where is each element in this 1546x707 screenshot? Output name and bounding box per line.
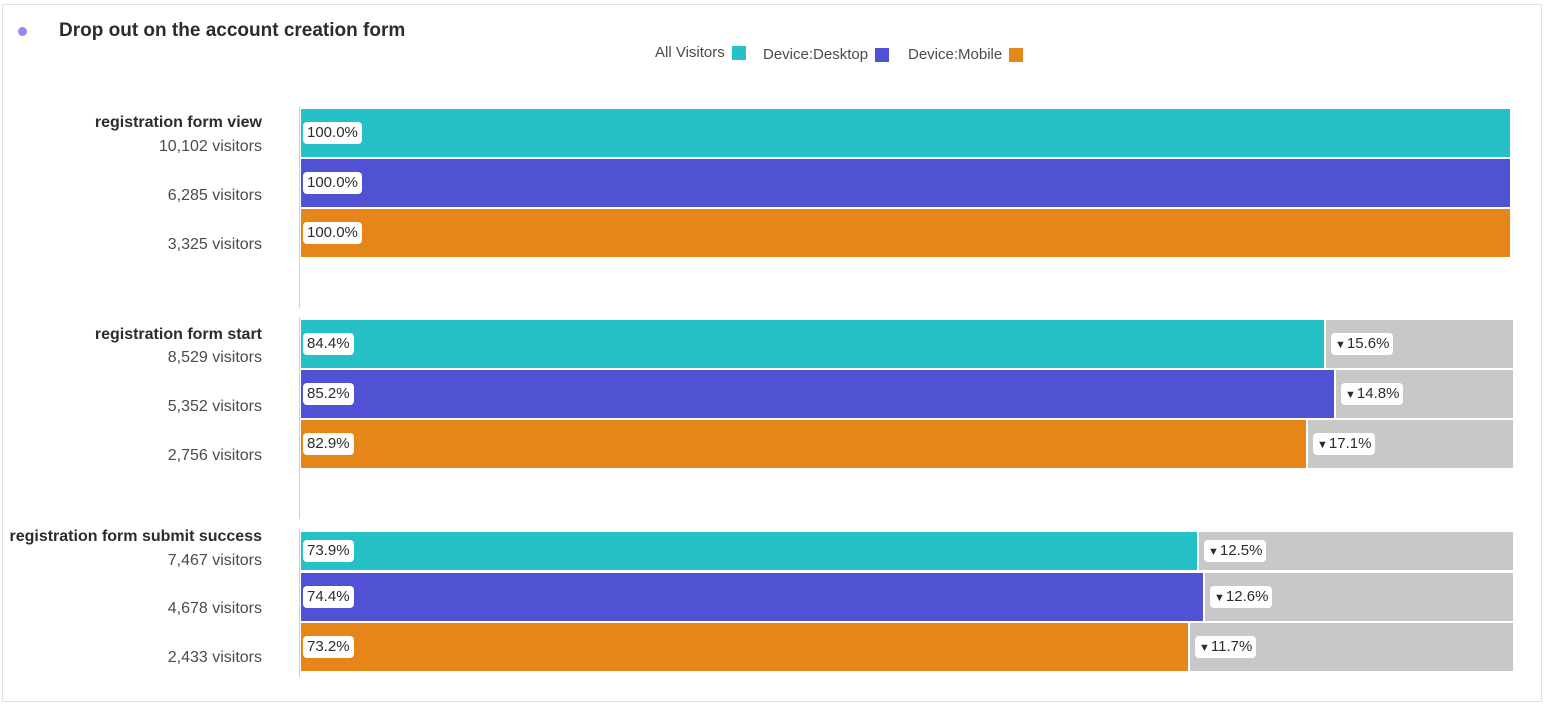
- visitor-count: 2,756 visitors: [167, 447, 262, 464]
- drop-off-label: ▼14.8%: [1341, 383, 1404, 405]
- legend-swatch: [731, 45, 746, 60]
- bar-value-label: 73.2%: [303, 636, 354, 658]
- legend-item[interactable]: Device:Desktop: [763, 46, 890, 63]
- bar-value-label: 100.0%: [303, 222, 362, 244]
- legend: All Visitors Device:Desktop Device:Mobile: [0, 44, 1546, 68]
- bar-value-label: 100.0%: [303, 122, 362, 144]
- down-triangle-icon: ▼: [1335, 339, 1346, 351]
- step-label: registration form view: [94, 114, 262, 131]
- drop-off-label: ▼11.7%: [1195, 636, 1257, 658]
- funnel-bar[interactable]: [301, 420, 1306, 468]
- funnel-bar[interactable]: [301, 623, 1188, 671]
- visitor-count: 5,352 visitors: [167, 398, 262, 415]
- drop-off-value: 14.8%: [1356, 385, 1400, 402]
- drop-off-value: 17.1%: [1328, 435, 1372, 452]
- visitor-count: 7,467 visitors: [167, 552, 262, 569]
- drop-off-label: ▼12.6%: [1210, 586, 1273, 608]
- drop-off-label: ▼12.5%: [1204, 540, 1267, 562]
- legend-swatch: [1009, 47, 1024, 62]
- chart-title: Drop out on the account creation form: [59, 20, 406, 41]
- legend-label: Device:Desktop: [763, 46, 869, 63]
- funnel-bar[interactable]: [301, 159, 1510, 207]
- bar-value-label: 82.9%: [303, 433, 354, 455]
- bar-value-label: 73.9%: [303, 540, 354, 562]
- title-dot-icon: [18, 27, 27, 36]
- visitor-count: 4,678 visitors: [167, 600, 262, 617]
- legend-item[interactable]: Device:Mobile: [908, 46, 1024, 63]
- funnel-bar[interactable]: [301, 532, 1197, 570]
- visitor-count: 6,285 visitors: [167, 187, 262, 204]
- legend-item[interactable]: All Visitors: [655, 44, 746, 61]
- down-triangle-icon: ▼: [1199, 642, 1210, 654]
- down-triangle-icon: ▼: [1345, 389, 1356, 401]
- funnel-bar[interactable]: [301, 573, 1203, 621]
- drop-off-value: 11.7%: [1210, 638, 1253, 655]
- funnel-bar[interactable]: [301, 320, 1324, 368]
- drop-off-label: ▼15.6%: [1331, 333, 1394, 355]
- legend-label: All Visitors: [655, 44, 725, 61]
- funnel-bar[interactable]: [301, 109, 1510, 157]
- funnel-bar[interactable]: [301, 209, 1510, 257]
- funnel-bar[interactable]: [301, 370, 1334, 418]
- down-triangle-icon: ▼: [1317, 439, 1328, 451]
- step-label: registration form start: [94, 326, 262, 343]
- bar-value-label: 84.4%: [303, 333, 354, 355]
- drop-off-value: 15.6%: [1346, 335, 1390, 352]
- bar-value-label: 85.2%: [303, 383, 354, 405]
- drop-off-value: 12.5%: [1219, 542, 1263, 559]
- legend-swatch: [875, 47, 890, 62]
- visitor-count: 2,433 visitors: [167, 649, 262, 666]
- group-axis-line: [299, 529, 300, 677]
- legend-label: Device:Mobile: [908, 46, 1003, 63]
- down-triangle-icon: ▼: [1214, 592, 1225, 604]
- bar-value-label: 74.4%: [303, 586, 354, 608]
- visitor-count: 8,529 visitors: [167, 349, 262, 366]
- drop-off-value: 12.6%: [1225, 588, 1269, 605]
- group-axis-line: [299, 106, 300, 308]
- down-triangle-icon: ▼: [1208, 546, 1219, 558]
- visitor-count: 10,102 visitors: [158, 138, 262, 155]
- group-axis-line: [299, 317, 300, 519]
- bar-value-label: 100.0%: [303, 172, 362, 194]
- drop-off-label: ▼17.1%: [1313, 433, 1376, 455]
- visitor-count: 3,325 visitors: [167, 236, 262, 253]
- step-label: registration form submit success: [9, 528, 262, 545]
